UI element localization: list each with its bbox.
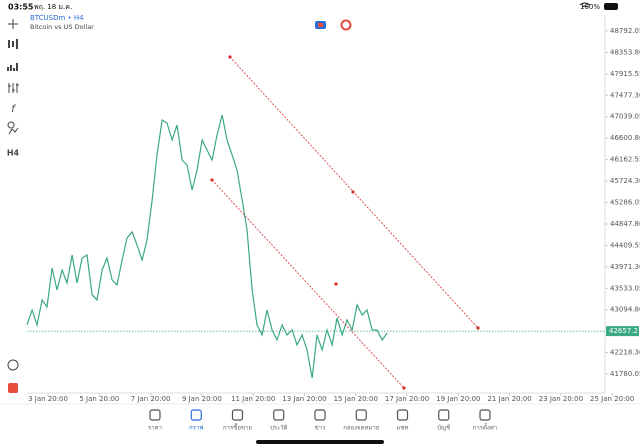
trend-line[interactable] <box>211 179 405 389</box>
current-price-label: 42657.21 <box>609 327 640 335</box>
timeframe[interactable]: H4 <box>7 149 20 158</box>
tab-icon <box>190 409 202 421</box>
tab-label: ประวัติ <box>270 425 288 432</box>
toolbar: f <box>7 19 19 393</box>
wifi-icon <box>579 2 591 8</box>
trend-point[interactable] <box>334 282 338 286</box>
x-tick-label: 9 Jan 20:00 <box>182 395 222 403</box>
tab[interactable]: กราฟ <box>189 409 203 432</box>
y-tick-label: 41780.05 <box>610 370 640 378</box>
trend-point[interactable] <box>228 55 232 59</box>
y-tick-label: 47477.30 <box>610 91 640 99</box>
tab-label: บัญชี <box>437 424 450 432</box>
y-tick-label: 45724.30 <box>610 177 640 185</box>
status-battery: 100% <box>580 3 600 11</box>
x-tick-label: 11 Jan 20:00 <box>231 395 275 403</box>
tab-icon <box>438 409 450 421</box>
status-date: พฤ. 18 ม.ค. <box>34 3 72 11</box>
crosshair-tool[interactable] <box>8 19 18 29</box>
home-indicator <box>256 440 384 444</box>
tab-label: ราคา <box>148 425 162 432</box>
tab-label: แชท <box>397 425 409 432</box>
x-tick-label: 15 Jan 20:00 <box>334 395 378 403</box>
x-tick-label: 5 Jan 20:00 <box>79 395 119 403</box>
current-price-box <box>606 326 639 337</box>
y-tick-label: 44409.55 <box>610 241 640 249</box>
y-tick-label: 43971.30 <box>610 263 640 271</box>
sell-button-dot <box>318 23 323 27</box>
tab-label: ข่าว <box>315 425 326 432</box>
price-line <box>26 114 388 379</box>
tab-label: การซื้อขาย <box>223 422 252 432</box>
volume-tool[interactable] <box>7 63 18 71</box>
tab[interactable]: ข่าว <box>314 409 326 432</box>
function-tool[interactable]: f <box>11 104 16 115</box>
tab-icon <box>231 409 244 421</box>
tab[interactable]: ประวัติ <box>270 409 288 432</box>
y-tick-label: 43533.05 <box>610 284 640 292</box>
trend-lines <box>210 55 480 390</box>
y-tick-label: 47915.55 <box>610 70 640 78</box>
y-tick-label: 46600.80 <box>610 134 640 142</box>
indicators-tool[interactable] <box>8 83 19 93</box>
plot <box>26 114 605 379</box>
x-tick-label: 23 Jan 20:00 <box>539 395 583 403</box>
trend-point[interactable] <box>210 178 214 182</box>
tab[interactable]: การตั้งค่า <box>473 409 497 432</box>
x-tick-label: 25 Jan 20:00 <box>590 395 634 403</box>
chart-type-tool[interactable] <box>8 39 18 49</box>
y-tick-label: 48792.05 <box>610 27 640 35</box>
y-tick-label: 43094.80 <box>610 306 640 314</box>
tab-icon <box>355 409 367 421</box>
objects-tool[interactable] <box>7 121 19 135</box>
battery-icon <box>604 3 618 10</box>
y-tick-label: 42218.30 <box>610 349 640 357</box>
tab-icon <box>479 409 491 421</box>
tab[interactable]: บัญชี <box>437 409 450 432</box>
buy-button[interactable] <box>340 19 352 31</box>
x-tick-label: 13 Jan 20:00 <box>282 395 326 403</box>
x-tick-label: 7 Jan 20:00 <box>131 395 171 403</box>
status-time: 03:55 <box>8 3 34 12</box>
tab[interactable]: การซื้อขาย <box>223 409 252 432</box>
x-tick-label: 17 Jan 20:00 <box>385 395 429 403</box>
tab[interactable]: ราคา <box>148 409 162 432</box>
trend-point[interactable] <box>402 386 406 390</box>
symbol-description: Bitcoin vs US Dollar <box>30 23 94 31</box>
y-tick-label: 46162.55 <box>610 156 640 164</box>
trend-point[interactable] <box>476 326 480 330</box>
tab-icon <box>314 409 326 421</box>
x-tick-label: 3 Jan 20:00 <box>28 395 68 403</box>
tab-icon <box>396 409 409 421</box>
tab-label: กราฟ <box>189 425 203 432</box>
y-tick-label: 48353.80 <box>610 48 640 56</box>
x-tick-label: 21 Jan 20:00 <box>487 395 531 403</box>
tab-label: การตั้งค่า <box>473 422 497 432</box>
x-tick-label: 19 Jan 20:00 <box>436 395 480 403</box>
tab[interactable]: แชท <box>396 409 409 432</box>
trend-point[interactable] <box>351 190 355 194</box>
symbol: BTCUSDm • H4 <box>30 14 84 22</box>
y-tick-label: 45286.05 <box>610 199 640 207</box>
y-tick-label: 44847.80 <box>610 220 640 228</box>
app-tool[interactable] <box>8 383 18 393</box>
tab-icon <box>273 409 285 421</box>
y-tick-label: 47039.05 <box>610 113 640 121</box>
tab-icon <box>149 409 161 421</box>
tab[interactable]: กล่องจดหมาย <box>343 409 379 432</box>
tab-bar: ราคา กราฟ การซื้อขาย ประวัติ ข่าว กล่องจดหมาย… <box>148 409 497 432</box>
alert-tool[interactable] <box>7 359 19 371</box>
tab-label: กล่องจดหมาย <box>343 425 379 432</box>
